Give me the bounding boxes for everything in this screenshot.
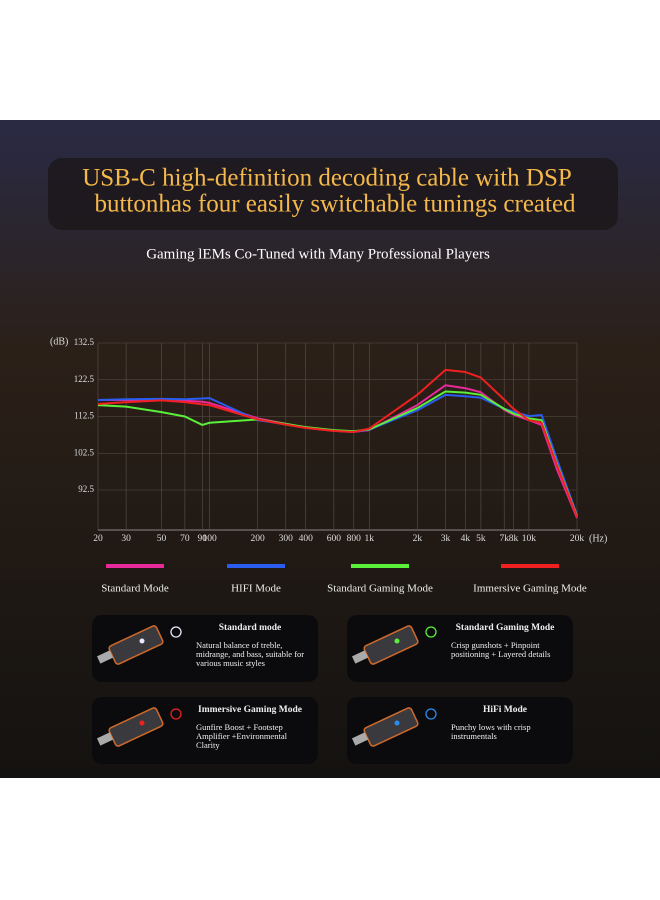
- dongle-body: [108, 625, 164, 665]
- led: [139, 638, 145, 644]
- mode-description: Crisp gunshots + Pinpoint positioning + …: [451, 640, 551, 659]
- y-tick-label: 112.5: [74, 411, 94, 421]
- led: [139, 720, 145, 726]
- x-tick-label: 70: [180, 534, 190, 544]
- bulb: [425, 626, 437, 638]
- x-tick-label: 100: [202, 534, 217, 544]
- y-tick-label: 102.5: [74, 447, 95, 457]
- y-axis-label: (dB): [50, 336, 68, 347]
- legend-label: Standard Mode: [101, 583, 169, 595]
- x-tick-label: 7k: [499, 534, 509, 544]
- x-tick-label: 5k: [476, 534, 486, 544]
- mode-card: Standard mode Natural balance of treble, …: [92, 615, 318, 682]
- series-line: [97, 368, 578, 518]
- dongle-plug: [351, 650, 369, 664]
- dongle-icon: [351, 625, 437, 665]
- bulb: [170, 708, 182, 720]
- title-panel: [48, 158, 618, 230]
- subtitle: Gaming lEMs Co-Tuned with Many Professio…: [146, 246, 490, 262]
- mode-title: Standard Gaming Mode: [455, 623, 555, 633]
- x-tick-label: 4k: [461, 534, 471, 544]
- mode-title: HiFi Mode: [482, 705, 528, 715]
- x-tick-label: 200: [251, 534, 266, 544]
- y-tick-label: 132.5: [74, 337, 95, 347]
- x-tick-label: 2k: [413, 534, 423, 544]
- bulb: [170, 626, 182, 638]
- led: [394, 638, 400, 644]
- x-tick-label: 1k: [365, 534, 375, 544]
- x-tick-label: 400: [299, 534, 314, 544]
- x-tick-label: 20: [93, 534, 103, 544]
- dongle-icon: [96, 707, 182, 747]
- mode-title: Immersive Gaming Mode: [198, 705, 302, 715]
- bulb: [425, 708, 437, 720]
- title: buttonhas four easily switchable tunings…: [94, 191, 576, 218]
- x-tick-label: 600: [327, 534, 342, 544]
- dongle-plug: [96, 650, 114, 664]
- y-tick-label: 122.5: [74, 374, 95, 384]
- legend-swatch: [106, 564, 164, 568]
- x-tick-label: 800: [347, 534, 362, 544]
- legend-label: Immersive Gaming Mode: [473, 583, 587, 595]
- x-axis-label: (Hz): [589, 533, 607, 544]
- legend-label: Standard Gaming Mode: [327, 583, 433, 595]
- x-tick-label: 90: [198, 534, 208, 544]
- mode-description: Gunfire Boost + Footstep Amplifier +Envi…: [196, 722, 287, 750]
- dongle-body: [108, 707, 164, 747]
- x-tick-label: 300: [279, 534, 294, 544]
- dongle-body: [363, 707, 419, 747]
- mode-title: Standard mode: [218, 623, 282, 633]
- mode-card: Standard Gaming Mode Crisp gunshots + Pin…: [347, 615, 573, 682]
- mode-card: Immersive Gaming Mode Gunfire Boost + Foo…: [92, 697, 318, 764]
- mode-card: HiFi Mode Punchy lows with crisp instrume…: [347, 697, 573, 764]
- legend-swatch: [227, 564, 285, 568]
- dongle-body: [363, 625, 419, 665]
- title: USB-C high-definition decoding cable wit…: [82, 165, 572, 192]
- x-tick-label: 50: [157, 534, 167, 544]
- led: [394, 720, 400, 726]
- legend-label: HIFI Mode: [231, 583, 281, 595]
- x-tick-label: 10k: [522, 534, 537, 544]
- dongle-icon: [351, 707, 437, 747]
- dongle-icon: [96, 625, 182, 665]
- dongle-plug: [96, 732, 114, 746]
- dongle-plug: [351, 732, 369, 746]
- y-tick-label: 92.5: [78, 484, 94, 494]
- legend-swatch: [351, 564, 409, 568]
- x-tick-label: 3k: [441, 534, 451, 544]
- mode-description: Natural balance of treble, midrange, and…: [196, 640, 305, 668]
- x-tick-label: 30: [121, 534, 131, 544]
- x-tick-label: 20k: [570, 534, 585, 544]
- mode-description: Punchy lows with crisp instrumentals: [451, 722, 531, 741]
- x-tick-label: 8k: [509, 534, 519, 544]
- legend-swatch: [501, 564, 559, 568]
